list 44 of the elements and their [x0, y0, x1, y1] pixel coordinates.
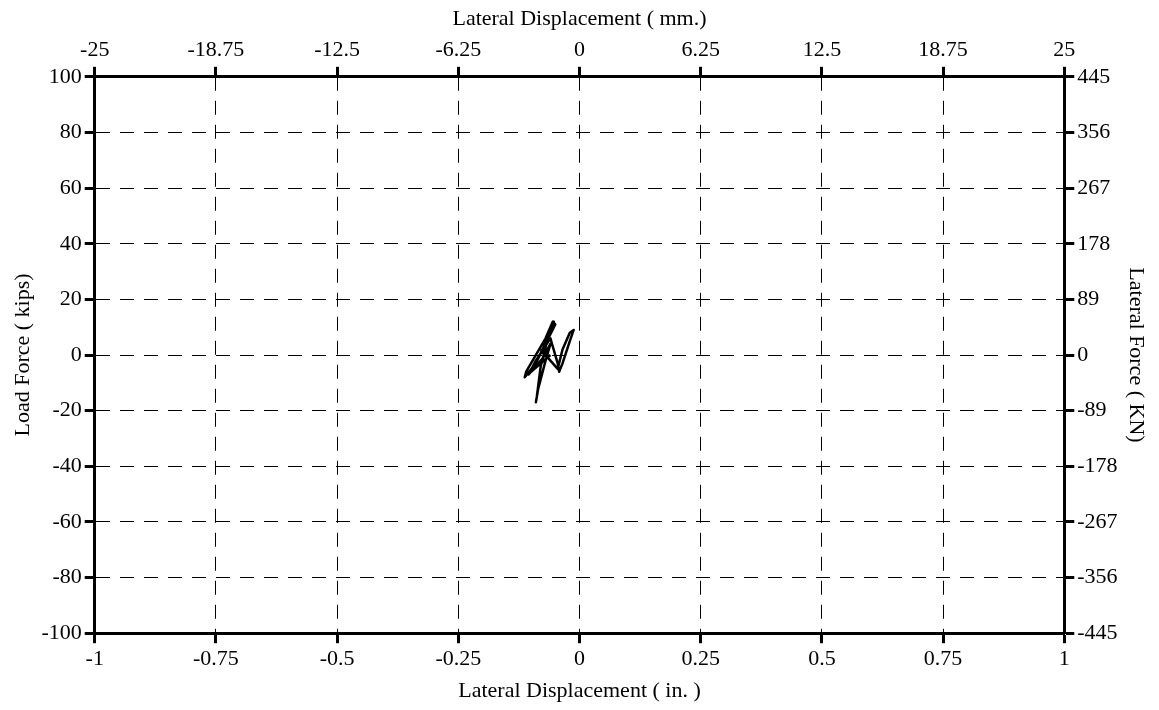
x-tick-label: 0.75: [923, 645, 963, 671]
x2-tick-label: -18.75: [187, 36, 245, 62]
x2-tick-label: 0: [574, 36, 585, 62]
y-tick-label: 60: [59, 173, 82, 199]
y2-tick-label: -267: [1077, 507, 1118, 533]
y2-tick-label: 0: [1077, 340, 1089, 366]
y-tick-label: 0: [70, 340, 82, 366]
x2-axis-title: Lateral Displacement ( mm.): [452, 4, 707, 30]
x-tick-label: -0.25: [435, 645, 482, 671]
y2-tick-label: 267: [1077, 173, 1111, 199]
x2-tick-label: -25: [80, 36, 110, 62]
x-tick-label: 1: [1058, 645, 1070, 671]
x-tick-label: 0.5: [808, 645, 836, 671]
x2-tick-label: 25: [1053, 36, 1076, 62]
y2-tick-label: 178: [1077, 229, 1111, 255]
x-tick-label: 0.25: [681, 645, 720, 671]
y2-tick-label: 445: [1077, 62, 1111, 88]
x2-tick-label: 12.5: [802, 36, 842, 62]
y-tick-label: -80: [52, 563, 82, 589]
y2-tick-label: -89: [1077, 396, 1107, 422]
y2-tick-label: -356: [1077, 563, 1118, 589]
y2-tick-label: 89: [1077, 285, 1100, 311]
y-tick-label: 80: [59, 118, 82, 144]
y-tick-label: -40: [52, 452, 82, 478]
x-axis-title: Lateral Displacement ( in. ): [458, 676, 701, 702]
x2-tick-label: -6.25: [435, 36, 482, 62]
y-tick-label: -20: [52, 396, 82, 422]
x2-tick-label: 6.25: [681, 36, 720, 62]
x2-tick-label: -12.5: [314, 36, 361, 62]
y2-tick-label: 356: [1077, 118, 1111, 144]
y2-axis-title: Lateral Force ( KN): [1125, 267, 1151, 443]
x-tick-label: -1: [85, 645, 104, 671]
y-tick-label: 40: [59, 229, 82, 255]
y-tick-label: -60: [52, 507, 82, 533]
y2-tick-label: -445: [1077, 618, 1118, 644]
y-tick-label: -100: [41, 618, 82, 644]
x-tick-label: -0.75: [193, 645, 239, 671]
y-axis-title: Load Force ( kips): [8, 273, 34, 437]
x2-tick-label: 18.75: [918, 36, 968, 62]
x-tick-label: -0.5: [319, 645, 355, 671]
y-tick-label: 100: [48, 62, 82, 88]
y2-tick-label: -178: [1077, 452, 1118, 478]
y-tick-label: 20: [59, 285, 82, 311]
x-tick-label: 0: [574, 645, 585, 671]
